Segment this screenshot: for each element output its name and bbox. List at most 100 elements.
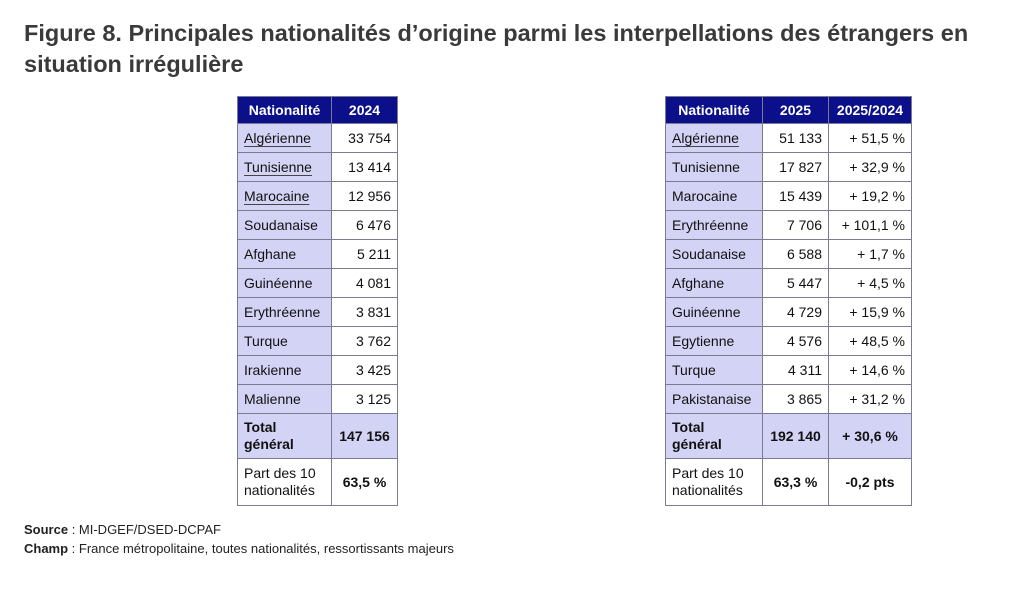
nationality-label: Soudanaise xyxy=(672,246,746,262)
nationality-label: Pakistanaise xyxy=(672,391,752,407)
nationality-label: Tunisienne xyxy=(672,159,740,175)
nationalities-2024-table: Nationalité 2024 Algérienne 33 754 Tunisie… xyxy=(237,96,398,506)
nationality-label: Erythréenne xyxy=(244,304,321,320)
nationality-cell: Pakistanaise xyxy=(665,384,763,414)
count-cell: 15 439 xyxy=(762,181,829,211)
share-value-cell: 63,5 % xyxy=(331,458,398,506)
label-line: nationalités xyxy=(672,482,743,498)
count-cell: 4 576 xyxy=(762,326,829,356)
total-count-cell: 192 140 xyxy=(762,413,829,459)
share-value-cell: 63,3 % xyxy=(762,458,829,506)
column-header-2025: 2025 xyxy=(762,96,829,124)
table-row: Pakistanaise 3 865 + 31,2 % xyxy=(665,384,912,414)
table-row: Tunisienne 17 827 + 32,9 % xyxy=(665,152,912,182)
change-cell: + 4,5 % xyxy=(828,268,912,298)
nationality-label: Afghane xyxy=(244,246,297,262)
total-row: Total général 147 156 xyxy=(237,413,398,459)
total-label-cell: Total général xyxy=(237,413,332,459)
nationality-cell: Guinéenne xyxy=(237,268,332,298)
table-row: Erythréenne 7 706 + 101,1 % xyxy=(665,210,912,240)
table-row: Afghane 5 447 + 4,5 % xyxy=(665,268,912,298)
nationality-cell: Guinéenne xyxy=(665,297,763,327)
source-note: Source : MI-DGEF/DSED-DCPAF xyxy=(24,520,454,539)
champ-text: : France métropolitaine, toutes national… xyxy=(68,541,454,556)
count-cell: 3 762 xyxy=(331,326,398,356)
total-row: Total général 192 140 + 30,6 % xyxy=(665,413,912,459)
count-cell: 51 133 xyxy=(762,123,829,153)
total-label-cell: Total général xyxy=(665,413,763,459)
nationality-label: Afghane xyxy=(672,275,725,291)
nationality-cell: Tunisienne xyxy=(665,152,763,182)
change-cell: + 48,5 % xyxy=(828,326,912,356)
nationality-cell: Malienne xyxy=(237,384,332,414)
count-cell: 3 865 xyxy=(762,384,829,414)
nationality-cell: Algérienne xyxy=(237,123,332,153)
table-header-row: Nationalité 2025 2025/2024 xyxy=(665,96,912,124)
label-line: Total xyxy=(672,419,705,435)
table-row: Marocaine 15 439 + 19,2 % xyxy=(665,181,912,211)
count-cell: 4 729 xyxy=(762,297,829,327)
source-text: : MI-DGEF/DSED-DCPAF xyxy=(68,522,221,537)
total-change-cell: + 30,6 % xyxy=(828,413,912,459)
label-line: Total xyxy=(244,419,277,435)
table-row: Malienne 3 125 xyxy=(237,384,398,414)
change-cell: + 14,6 % xyxy=(828,355,912,385)
source-label: Source xyxy=(24,522,69,537)
count-cell: 4 311 xyxy=(762,355,829,385)
table-row: Algérienne 33 754 xyxy=(237,123,398,153)
nationality-label: Turque xyxy=(672,362,716,378)
nationalities-2025-table: Nationalité 2025 2025/2024 Algérienne 51 … xyxy=(665,96,912,506)
column-header-2024: 2024 xyxy=(331,96,398,124)
count-cell: 17 827 xyxy=(762,152,829,182)
count-cell: 5 447 xyxy=(762,268,829,298)
table-row: Soudanaise 6 476 xyxy=(237,210,398,240)
change-cell: + 31,2 % xyxy=(828,384,912,414)
share-row: Part des 10 nationalités 63,3 % -0,2 pts xyxy=(665,458,912,506)
count-cell: 6 476 xyxy=(331,210,398,240)
column-header-nationalite: Nationalité xyxy=(237,96,332,124)
table-row: Afghane 5 211 xyxy=(237,239,398,269)
count-cell: 4 081 xyxy=(331,268,398,298)
nationality-label: Algérienne xyxy=(672,130,739,146)
nationality-label: Tunisienne xyxy=(244,159,312,175)
change-cell: + 32,9 % xyxy=(828,152,912,182)
count-cell: 13 414 xyxy=(331,152,398,182)
table-row: Erythréenne 3 831 xyxy=(237,297,398,327)
nationality-label: Marocaine xyxy=(672,188,738,204)
figure-notes: Source : MI-DGEF/DSED-DCPAF Champ : Fran… xyxy=(24,520,454,558)
total-count-cell: 147 156 xyxy=(331,413,398,459)
table-row: Algérienne 51 133 + 51,5 % xyxy=(665,123,912,153)
count-cell: 3 125 xyxy=(331,384,398,414)
label-line: général xyxy=(244,436,294,452)
label-line: nationalités xyxy=(244,482,315,498)
nationality-cell: Erythréenne xyxy=(665,210,763,240)
nationality-cell: Irakienne xyxy=(237,355,332,385)
column-header-2025-vs-2024: 2025/2024 xyxy=(828,96,912,124)
nationality-label: Guinéenne xyxy=(672,304,741,320)
count-cell: 5 211 xyxy=(331,239,398,269)
table-row: Guinéenne 4 081 xyxy=(237,268,398,298)
nationality-cell: Marocaine xyxy=(665,181,763,211)
table-row: Irakienne 3 425 xyxy=(237,355,398,385)
change-cell: + 15,9 % xyxy=(828,297,912,327)
nationality-cell: Erythréenne xyxy=(237,297,332,327)
count-cell: 7 706 xyxy=(762,210,829,240)
count-cell: 6 588 xyxy=(762,239,829,269)
nationality-label: Soudanaise xyxy=(244,217,318,233)
change-cell: + 19,2 % xyxy=(828,181,912,211)
champ-note: Champ : France métropolitaine, toutes na… xyxy=(24,539,454,558)
share-row: Part des 10 nationalités 63,5 % xyxy=(237,458,398,506)
nationality-cell: Egytienne xyxy=(665,326,763,356)
table-row: Soudanaise 6 588 + 1,7 % xyxy=(665,239,912,269)
count-cell: 3 425 xyxy=(331,355,398,385)
nationality-cell: Marocaine xyxy=(237,181,332,211)
count-cell: 12 956 xyxy=(331,181,398,211)
nationality-label: Turque xyxy=(244,333,288,349)
nationality-label: Algérienne xyxy=(244,130,311,146)
nationality-cell: Soudanaise xyxy=(237,210,332,240)
column-header-nationalite: Nationalité xyxy=(665,96,763,124)
nationality-label: Erythréenne xyxy=(672,217,749,233)
nationality-label: Egytienne xyxy=(672,333,735,349)
table-header-row: Nationalité 2024 xyxy=(237,96,398,124)
nationality-cell: Turque xyxy=(237,326,332,356)
